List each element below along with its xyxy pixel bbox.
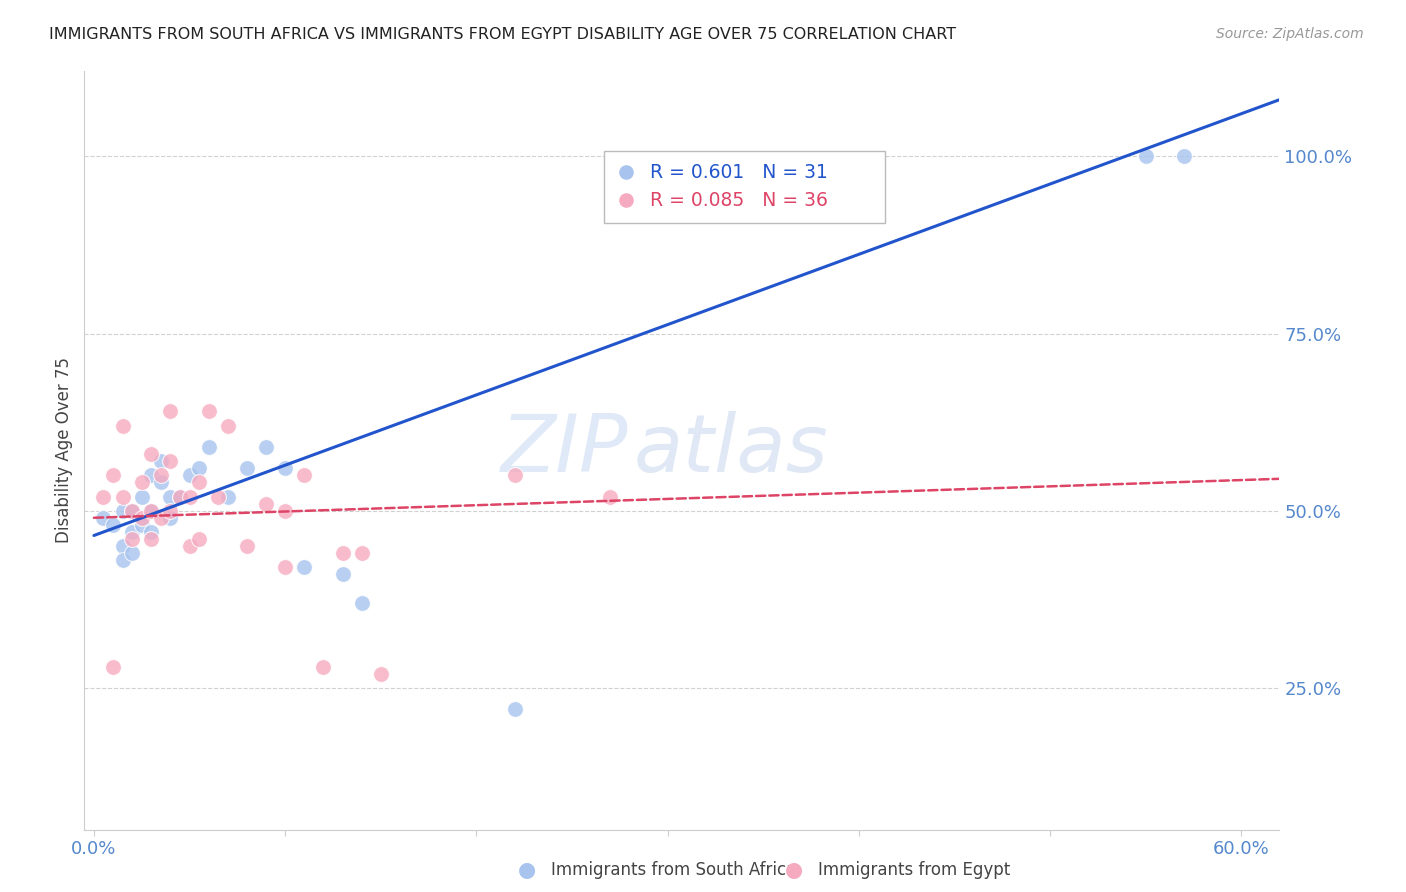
Point bbox=[332, 546, 354, 560]
Point bbox=[141, 532, 163, 546]
Text: ●: ● bbox=[519, 860, 536, 880]
Text: ●: ● bbox=[786, 860, 803, 880]
Point bbox=[274, 560, 297, 574]
Point bbox=[141, 524, 163, 539]
Point bbox=[949, 244, 972, 258]
Point bbox=[159, 504, 181, 518]
Point bbox=[111, 553, 134, 567]
Point bbox=[188, 461, 211, 475]
Point bbox=[370, 666, 392, 681]
Point bbox=[188, 532, 211, 546]
Text: Source: ZipAtlas.com: Source: ZipAtlas.com bbox=[1216, 27, 1364, 41]
Point bbox=[111, 539, 134, 553]
Point bbox=[179, 539, 201, 553]
Point bbox=[197, 440, 219, 454]
Y-axis label: Disability Age Over 75: Disability Age Over 75 bbox=[55, 358, 73, 543]
Point bbox=[274, 461, 297, 475]
Point bbox=[93, 510, 115, 524]
Point bbox=[141, 468, 163, 483]
Text: atlas: atlas bbox=[634, 411, 830, 490]
Point bbox=[131, 517, 153, 532]
Point bbox=[159, 510, 181, 524]
Point bbox=[149, 454, 172, 468]
Point bbox=[217, 418, 239, 433]
Point bbox=[141, 504, 163, 518]
Text: IMMIGRANTS FROM SOUTH AFRICA VS IMMIGRANTS FROM EGYPT DISABILITY AGE OVER 75 COR: IMMIGRANTS FROM SOUTH AFRICA VS IMMIGRAN… bbox=[49, 27, 956, 42]
Point bbox=[121, 546, 143, 560]
Point bbox=[111, 418, 134, 433]
Point bbox=[159, 404, 181, 418]
Point bbox=[179, 468, 201, 483]
Point bbox=[503, 468, 526, 483]
Point bbox=[121, 504, 143, 518]
Point bbox=[350, 596, 373, 610]
Point bbox=[93, 490, 115, 504]
Point bbox=[111, 504, 134, 518]
Point bbox=[1173, 149, 1195, 163]
Point bbox=[292, 468, 315, 483]
Text: R = 0.601   N = 31: R = 0.601 N = 31 bbox=[650, 162, 828, 182]
Point bbox=[131, 490, 153, 504]
Point bbox=[141, 504, 163, 518]
Point bbox=[159, 454, 181, 468]
Point bbox=[254, 497, 277, 511]
Point bbox=[149, 468, 172, 483]
Point bbox=[274, 504, 297, 518]
Point bbox=[254, 440, 277, 454]
Point bbox=[121, 524, 143, 539]
Point bbox=[159, 490, 181, 504]
Point bbox=[149, 510, 172, 524]
Point bbox=[121, 532, 143, 546]
Point bbox=[179, 490, 201, 504]
Point bbox=[131, 510, 153, 524]
Text: Immigrants from South Africa: Immigrants from South Africa bbox=[551, 861, 796, 879]
Text: R = 0.085   N = 36: R = 0.085 N = 36 bbox=[650, 191, 828, 210]
Point bbox=[207, 490, 229, 504]
Point bbox=[312, 659, 335, 673]
Point bbox=[101, 468, 124, 483]
Point bbox=[503, 702, 526, 716]
Point bbox=[169, 490, 191, 504]
Point bbox=[217, 490, 239, 504]
Point bbox=[188, 475, 211, 490]
Point bbox=[949, 269, 972, 284]
Text: Immigrants from Egypt: Immigrants from Egypt bbox=[818, 861, 1011, 879]
Point bbox=[292, 560, 315, 574]
Point bbox=[101, 659, 124, 673]
Point bbox=[169, 490, 191, 504]
Point bbox=[350, 546, 373, 560]
Point bbox=[236, 461, 259, 475]
Point bbox=[236, 539, 259, 553]
Point bbox=[332, 567, 354, 582]
Point bbox=[197, 404, 219, 418]
Point bbox=[121, 504, 143, 518]
Point bbox=[111, 490, 134, 504]
Text: ZIP: ZIP bbox=[501, 411, 628, 490]
FancyBboxPatch shape bbox=[605, 151, 886, 223]
Point bbox=[131, 475, 153, 490]
Point bbox=[141, 447, 163, 461]
Point bbox=[1135, 149, 1157, 163]
Point bbox=[101, 517, 124, 532]
Point bbox=[599, 490, 621, 504]
Point bbox=[149, 475, 172, 490]
